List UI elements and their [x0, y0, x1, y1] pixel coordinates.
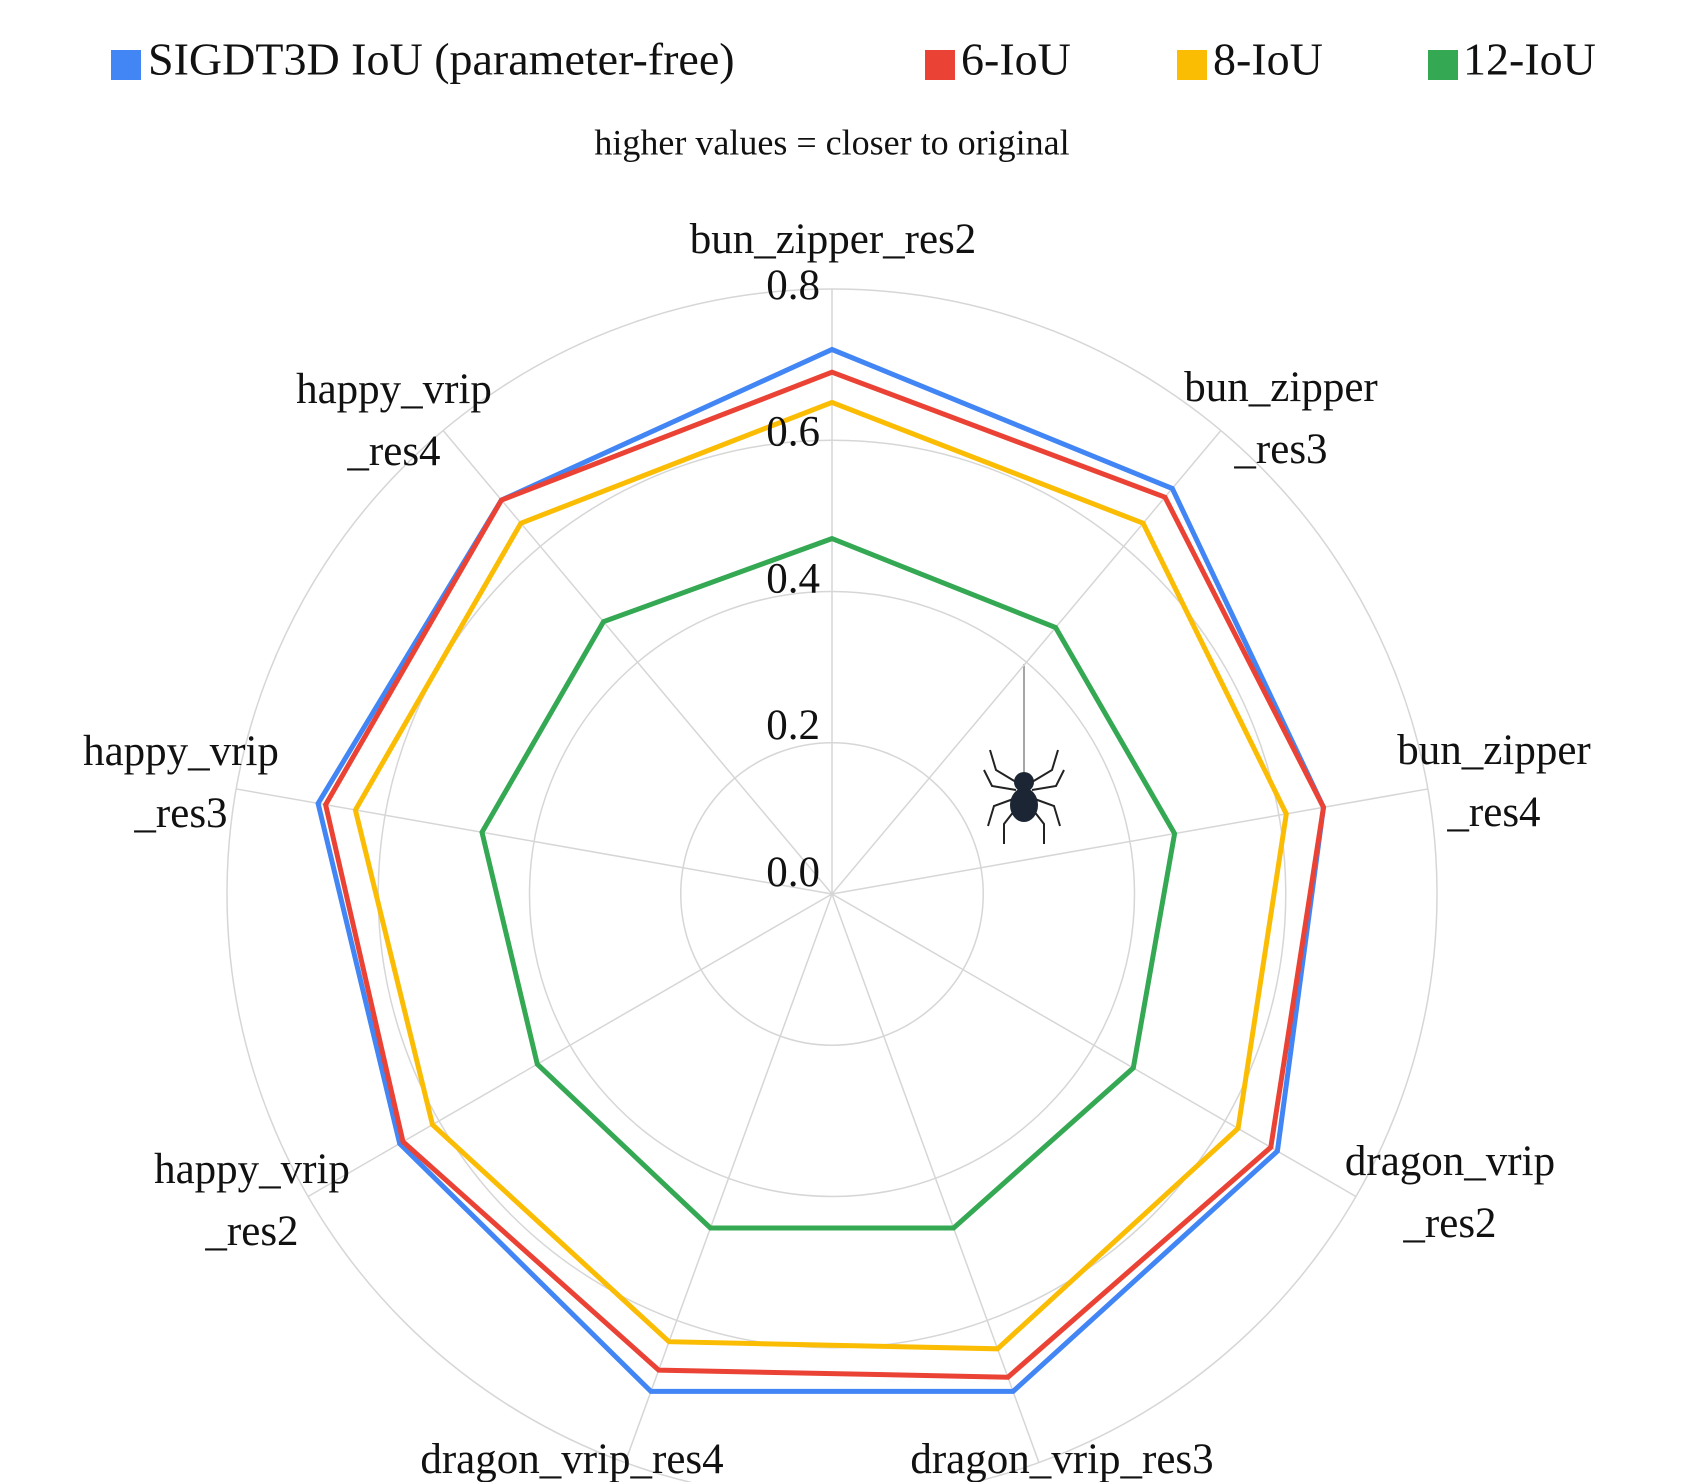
spider-decoration	[984, 664, 1064, 844]
radial-axis	[832, 431, 1221, 894]
category-label: dragon_vrip_res2	[1345, 1138, 1555, 1247]
r-tick-label: 0.6	[766, 409, 820, 456]
legend-swatch	[925, 50, 955, 80]
category-label: happy_vrip_res4	[296, 366, 492, 475]
legend-label: SIGDT3D IoU (parameter-free)	[148, 34, 735, 85]
legend-swatch	[1428, 50, 1458, 80]
category-label: happy_vrip_res2	[154, 1146, 350, 1255]
series-line	[482, 539, 1175, 1228]
legend-label: 8-IoU	[1213, 34, 1323, 85]
r-tick-label: 0.8	[766, 262, 820, 309]
legend-swatch	[1177, 50, 1207, 80]
legend-label: 6-IoU	[961, 34, 1071, 85]
r-tick-label: 0.0	[766, 849, 820, 896]
chart: higher values = closer to original 0.0 0.…	[0, 0, 1684, 1482]
radial-axis	[832, 789, 1428, 894]
category-label: bun_zipper_res3	[1184, 364, 1377, 473]
category-label: happy_vrip_res3	[83, 728, 279, 837]
legend-swatch	[111, 50, 141, 80]
category-label: bun_zipper_res2	[690, 216, 977, 263]
category-label: dragon_vrip_res3	[910, 1436, 1213, 1482]
category-label: dragon_vrip_res4	[420, 1436, 723, 1482]
r-tick-label: 0.2	[766, 702, 820, 749]
r-tick-label: 0.4	[766, 555, 820, 602]
legend-label: 12-IoU	[1463, 34, 1596, 85]
chart-subtitle: higher values = closer to original	[594, 122, 1069, 162]
